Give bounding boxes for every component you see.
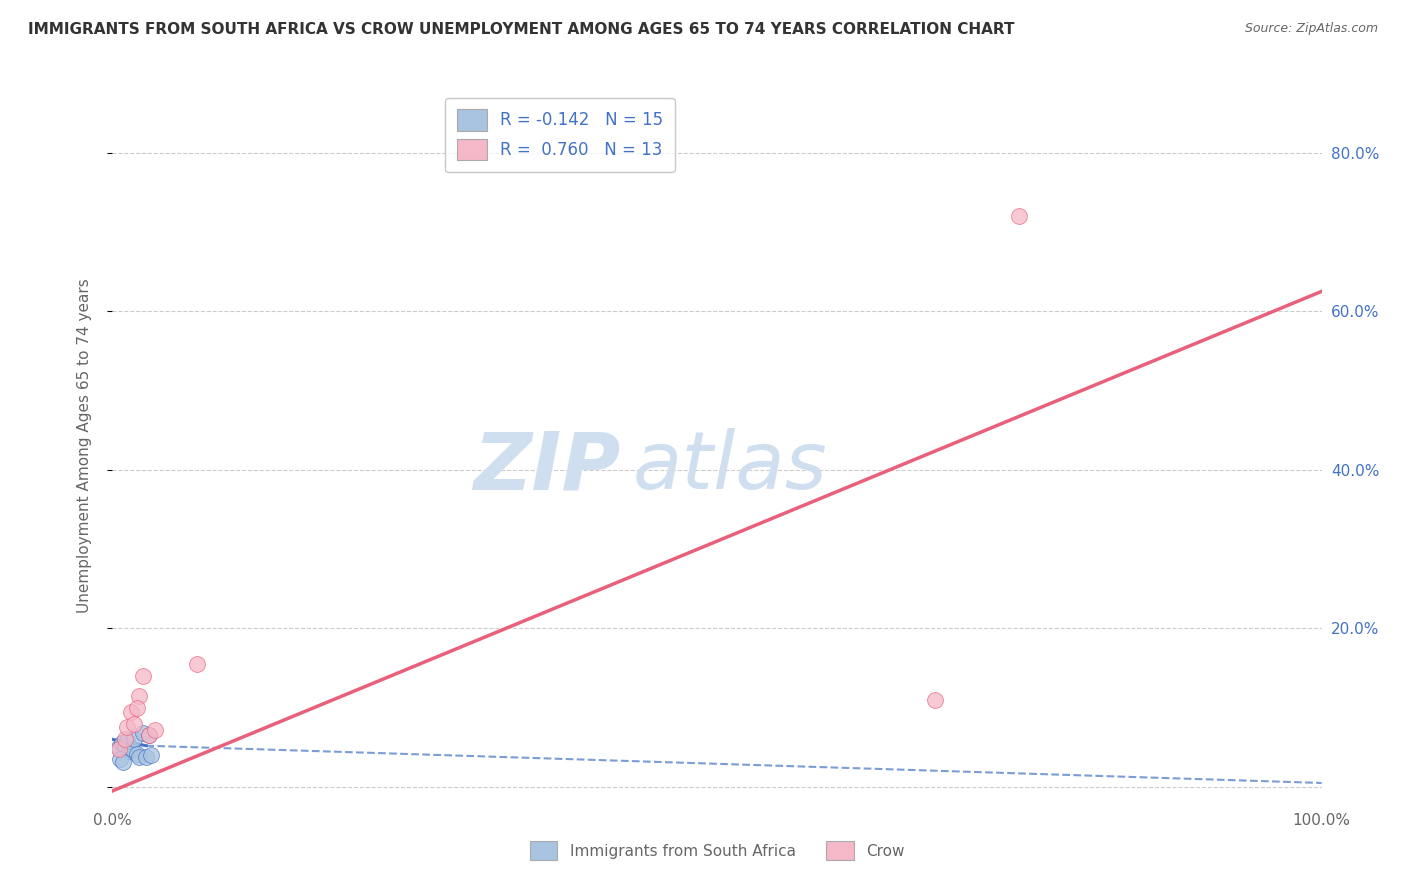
- Text: atlas: atlas: [633, 428, 827, 507]
- Text: Source: ZipAtlas.com: Source: ZipAtlas.com: [1244, 22, 1378, 36]
- Point: [138, 728, 160, 742]
- Point: [125, 747, 148, 761]
- Point: [107, 740, 129, 755]
- Point: [132, 726, 155, 740]
- Point: [114, 732, 136, 747]
- Point: [107, 742, 129, 756]
- Point: [128, 689, 150, 703]
- Point: [115, 721, 138, 735]
- Point: [111, 736, 134, 750]
- Point: [924, 692, 946, 706]
- Point: [114, 739, 136, 753]
- Point: [108, 752, 131, 766]
- Point: [125, 700, 148, 714]
- Point: [118, 744, 141, 758]
- Text: IMMIGRANTS FROM SOUTH AFRICA VS CROW UNEMPLOYMENT AMONG AGES 65 TO 74 YEARS CORR: IMMIGRANTS FROM SOUTH AFRICA VS CROW UNE…: [28, 22, 1015, 37]
- Legend: Immigrants from South Africa, Crow: Immigrants from South Africa, Crow: [523, 835, 911, 866]
- Y-axis label: Unemployment Among Ages 65 to 74 years: Unemployment Among Ages 65 to 74 years: [77, 278, 91, 614]
- Point: [1008, 209, 1031, 223]
- Point: [138, 728, 160, 742]
- Point: [112, 755, 135, 769]
- Point: [122, 732, 145, 747]
- Point: [120, 705, 142, 719]
- Point: [186, 657, 208, 671]
- Point: [121, 742, 143, 756]
- Point: [115, 734, 138, 748]
- Point: [135, 749, 157, 764]
- Point: [132, 669, 155, 683]
- Point: [141, 748, 163, 763]
- Text: ZIP: ZIP: [472, 428, 620, 507]
- Point: [122, 716, 145, 731]
- Point: [128, 749, 150, 764]
- Point: [143, 723, 166, 737]
